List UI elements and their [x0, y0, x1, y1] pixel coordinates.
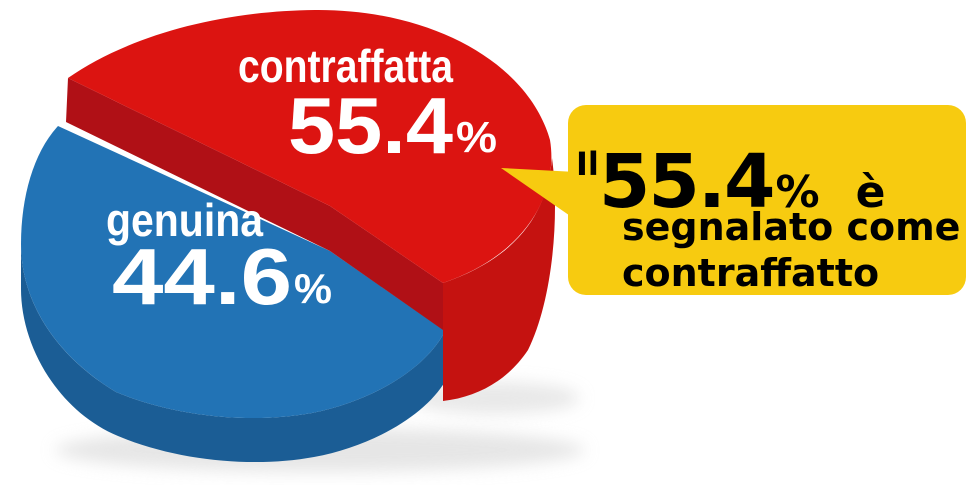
callout-percent-sign: % — [775, 167, 820, 218]
callout-line-2: segnalato come — [622, 205, 961, 249]
callout-verb: è — [855, 167, 886, 218]
slice-label-contraffatta: contraffatta — [238, 40, 453, 92]
pie-slice-contraffatta — [68, 9, 552, 284]
callout-pointer — [501, 168, 576, 220]
callout-value: 55.4 — [598, 139, 776, 225]
pie-slice-contraffatta-inner-wall — [66, 78, 443, 330]
slice-value-contraffatta: 55.4 — [288, 81, 454, 170]
slice-percent-sign-contraffatta: % — [456, 113, 497, 162]
pie-slice-genuina — [21, 126, 445, 419]
slice-label-genuina: genuina — [106, 194, 263, 246]
slice-value-genuina: 44.6 — [112, 232, 292, 321]
callout-bubble: Il55.4% è segnalato come contraffatto — [568, 105, 966, 295]
slice-percent-sign-genuina: % — [294, 265, 332, 312]
callout-line-3: contraffatto — [622, 251, 880, 295]
callout-line-1: Il55.4% è — [576, 119, 885, 247]
pie-slice-genuina-wall — [21, 244, 448, 463]
callout-prefix: Il — [576, 145, 599, 183]
pie-slice-contraffatta-outer-wall — [443, 158, 555, 401]
